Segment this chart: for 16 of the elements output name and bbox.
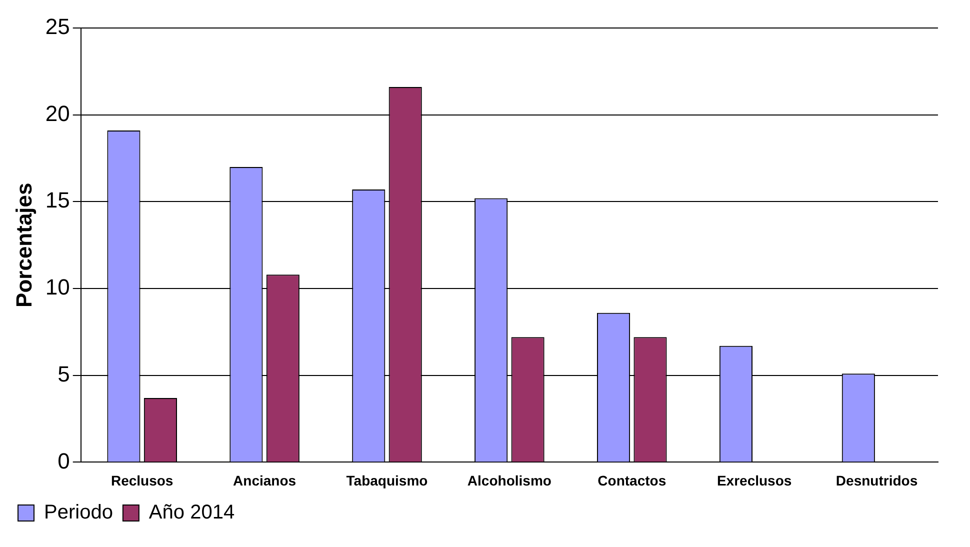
legend-label: Año 2014 xyxy=(148,502,235,524)
y-tick-label: 0 xyxy=(58,448,70,474)
y-tick-label: 20 xyxy=(45,100,70,126)
y-tick-label: 5 xyxy=(58,361,70,386)
y-tick-label: 25 xyxy=(45,14,70,40)
x-tick-label: Contactos xyxy=(598,472,666,488)
y-axis-title: Porcentajes xyxy=(11,182,36,308)
x-tick-label: Alcoholismo xyxy=(467,472,552,488)
x-tick-label: Exreclusos xyxy=(716,472,792,488)
legend-label: Periodo xyxy=(44,502,113,524)
x-tick-label: Ancianos xyxy=(233,472,296,488)
x-tick-label: Desnutridos xyxy=(836,472,918,488)
y-tick-label: 10 xyxy=(45,274,70,300)
y-tick-label: 15 xyxy=(45,188,70,213)
x-tick-label: Tabaquismo xyxy=(346,472,428,488)
x-tick-label: Reclusos xyxy=(110,472,174,488)
